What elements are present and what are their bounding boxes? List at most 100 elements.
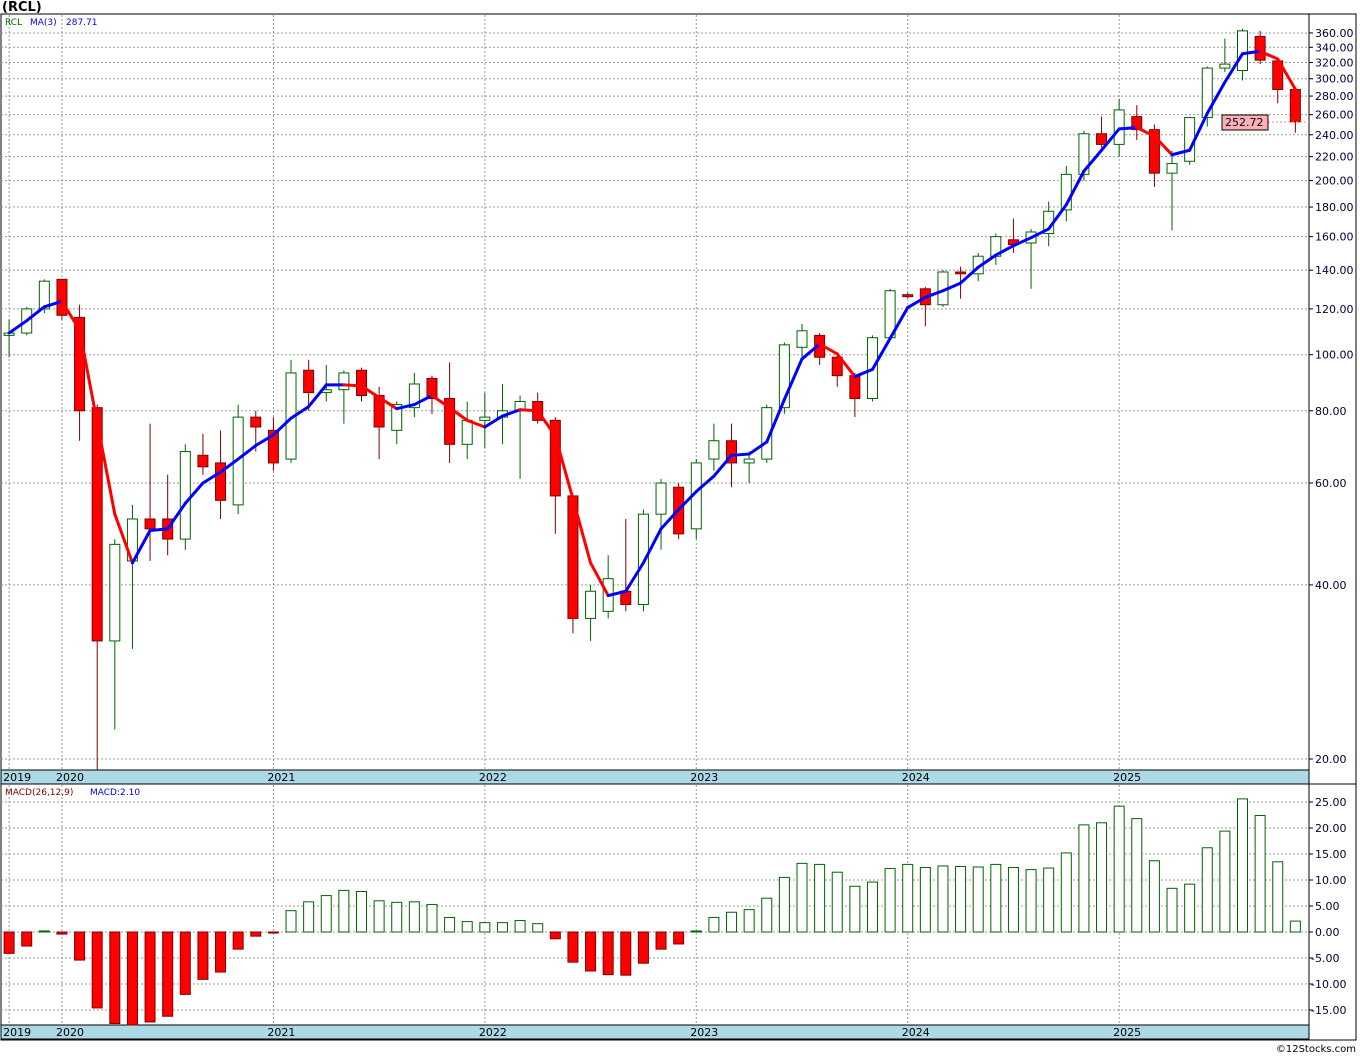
price-tick-label: 60.00 <box>1315 477 1347 490</box>
candle-up <box>708 440 720 460</box>
macd-bar-positive <box>1201 847 1213 933</box>
macd-bar-negative <box>21 931 33 947</box>
macd-bar-positive <box>1078 824 1090 933</box>
ma-segment <box>518 408 540 413</box>
ma-segment <box>800 342 822 361</box>
macd-bar-positive <box>1131 818 1143 933</box>
macd-bar-positive <box>761 897 773 933</box>
candle-up <box>338 372 350 391</box>
macd-bar-positive <box>1025 869 1037 933</box>
candle-up <box>179 451 191 540</box>
macd-bar-positive <box>1113 805 1125 933</box>
ma-segment <box>254 433 275 448</box>
candle-up <box>38 280 50 310</box>
legend-symbol: RCL <box>5 18 22 28</box>
candle-up <box>109 543 121 642</box>
candle-down <box>250 416 262 428</box>
ma-segment <box>1011 236 1033 248</box>
ma-segment <box>1135 126 1156 138</box>
candle-up <box>655 482 667 515</box>
macd-bar-positive <box>38 930 50 933</box>
ma-segment <box>448 406 469 422</box>
price-tick-label: 360.00 <box>1315 27 1354 40</box>
macd-bar-positive <box>1272 861 1284 933</box>
macd-bar-positive <box>1007 867 1019 933</box>
ma-segment <box>1064 169 1086 207</box>
ma-segment <box>818 342 839 356</box>
macd-tick-label: 25.00 <box>1315 796 1347 809</box>
ma-segment <box>25 305 46 323</box>
year-label: 2025 <box>1113 771 1141 784</box>
candle-down <box>1289 89 1301 123</box>
ma-segment <box>553 434 575 501</box>
macd-bar-positive <box>532 923 544 933</box>
ma-segment <box>307 383 328 409</box>
ma-segment <box>183 481 205 505</box>
candle-down <box>197 454 209 468</box>
ma-segment <box>1205 80 1227 115</box>
macd-bar-positive <box>1237 798 1248 933</box>
price-tick-label: 340.00 <box>1315 41 1354 54</box>
price-tick-label: 140.00 <box>1315 264 1354 277</box>
year-label: 2023 <box>690 1026 718 1039</box>
ma-segment <box>659 507 681 531</box>
year-label: 2021 <box>267 1026 295 1039</box>
ma-segment <box>694 474 716 494</box>
macd-bar-positive <box>1166 887 1178 933</box>
macd-tick-label: 10.00 <box>1315 874 1347 887</box>
macd-bar-positive <box>814 863 826 933</box>
candle-up <box>1219 63 1231 69</box>
ma-segment <box>976 253 998 269</box>
macd-bar-positive <box>866 881 878 933</box>
macd-bar-negative <box>585 931 597 972</box>
ma-segment <box>870 336 892 371</box>
macd-bar-negative <box>144 931 156 1023</box>
macd-bar-positive <box>919 867 931 933</box>
macd-tick-label: -5.00 <box>1311 952 1339 965</box>
ma-segment <box>1170 148 1192 157</box>
macd-bar-positive <box>990 863 1002 933</box>
price-tick-label: 260.00 <box>1315 109 1354 122</box>
ma-segment <box>1258 49 1280 61</box>
macd-bar-negative <box>162 931 174 1017</box>
candle-up <box>1166 163 1178 174</box>
ma-segment <box>906 295 927 310</box>
macd-bar-positive <box>1219 830 1231 933</box>
macd-bar-negative <box>549 931 561 940</box>
macd-histogram <box>3 798 1301 1026</box>
candle-down <box>1096 133 1108 145</box>
candle-down <box>831 356 843 377</box>
candle-down <box>373 395 385 428</box>
macd-bar-negative <box>3 931 15 954</box>
ma-segment <box>959 265 980 285</box>
macd-bar-negative <box>74 931 86 961</box>
candle-up <box>1184 117 1196 162</box>
price-tick-label: 80.00 <box>1315 405 1347 418</box>
macd-bar-positive <box>726 911 738 933</box>
ma-segment <box>1276 57 1297 91</box>
candle-up <box>585 590 597 619</box>
macd-bar-positive <box>1254 815 1266 933</box>
macd-bar-negative <box>655 931 667 950</box>
macd-bar-positive <box>461 921 473 933</box>
ma-segment <box>1188 111 1209 152</box>
macd-bar-negative <box>215 931 227 973</box>
candle-down <box>303 369 315 394</box>
macd-tick-label: 20.00 <box>1315 822 1347 835</box>
macd-bar-positive <box>391 901 403 933</box>
legend-ma-value: 287.71 <box>66 18 98 28</box>
ma-segment <box>430 394 452 410</box>
price-tick-label: 180.00 <box>1315 201 1354 214</box>
ma-segment <box>624 561 645 593</box>
moving-average-line <box>7 49 1297 598</box>
macd-tick-label: 5.00 <box>1315 900 1340 913</box>
last-price-badge: 252.72 <box>1221 114 1309 131</box>
year-label: 2025 <box>1113 1026 1141 1039</box>
candle-down <box>1254 35 1266 61</box>
macd-bar-negative <box>56 931 68 935</box>
year-label: 2022 <box>479 1026 507 1039</box>
price-tick-label: 220.00 <box>1315 151 1354 164</box>
candle-up <box>743 458 755 464</box>
